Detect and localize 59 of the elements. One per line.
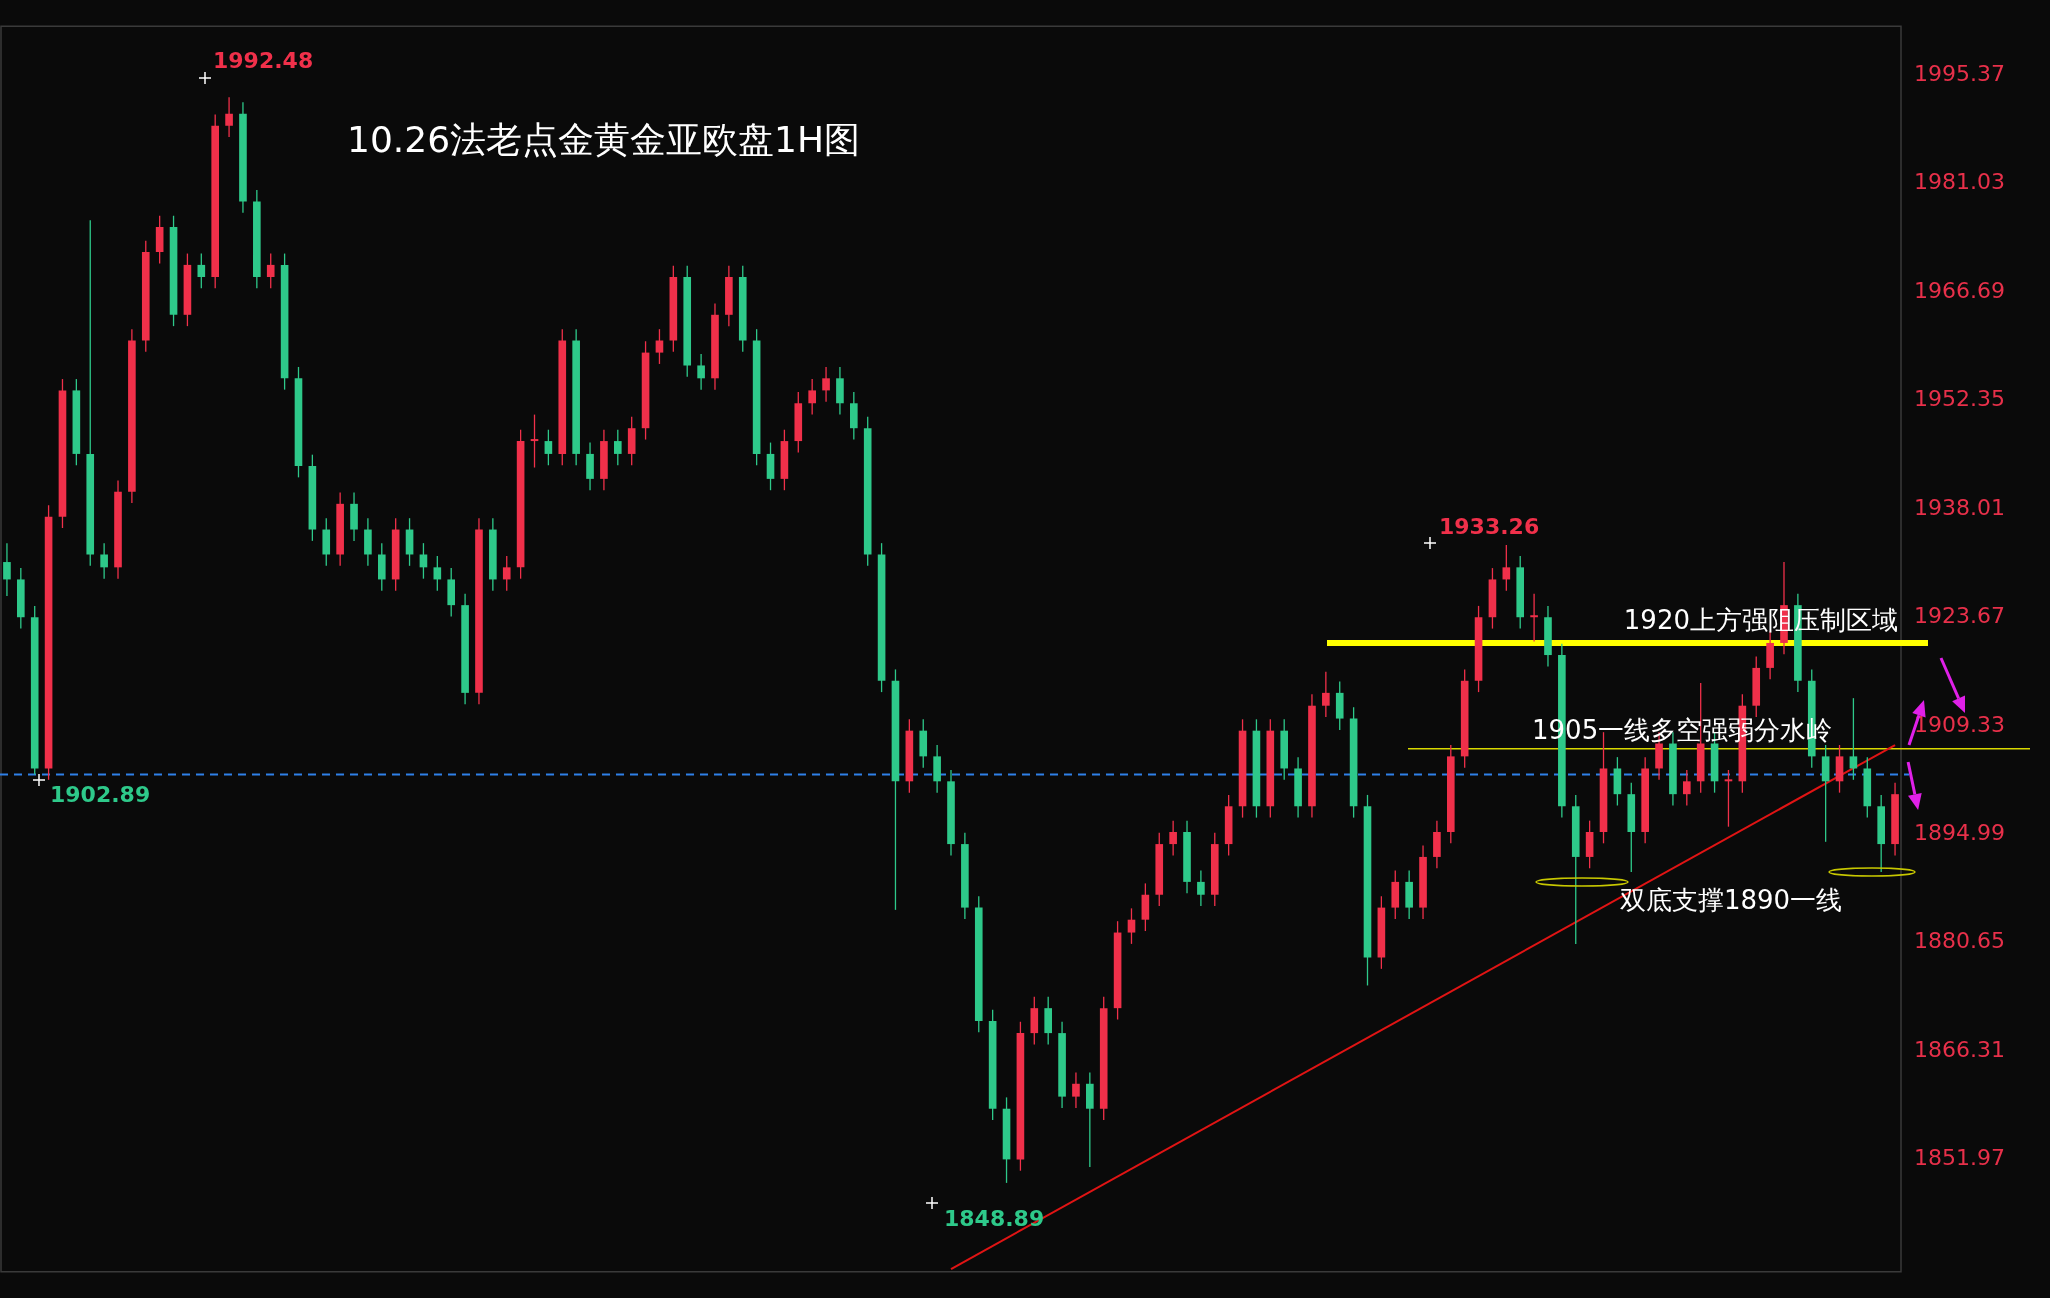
candlestick [850,391,858,441]
candlestick [1210,832,1219,907]
annotation: 1848.89 [944,1205,1045,1231]
candlestick [863,416,872,567]
candlestick [1322,671,1330,718]
candlestick [1752,655,1761,718]
candlestick [266,252,275,289]
y-tick-label: 1909.33 [1914,711,2005,737]
y-tick-label: 1923.67 [1914,603,2005,629]
annotation: 1902.89 [50,781,151,807]
candlestick [613,429,622,466]
y-tick-label: 1880.65 [1914,928,2005,954]
annotation: 1933.26 [1439,513,1540,539]
annotation: 双底支撑1890一线 [1619,884,1843,915]
candlestick [1627,782,1636,873]
candlestick [794,391,803,454]
y-tick-label: 1866.31 [1914,1036,2005,1062]
annotation: 1992.48 [213,47,314,73]
candlestick [1877,794,1885,873]
candlestick [1099,996,1108,1121]
candlestick [30,605,39,776]
candlestick [1571,794,1580,945]
candlestick [253,189,261,289]
candlestick [627,416,636,466]
candlestick [738,265,747,353]
candlestick [808,378,816,416]
candlestick [1030,996,1039,1046]
candlestick [447,567,456,618]
candlestick [572,328,580,466]
candlestick [558,328,567,466]
y-tick-label: 1966.69 [1914,277,2005,303]
y-tick-label: 1952.35 [1914,386,2005,412]
candlestick [1280,718,1289,781]
candlestick [141,240,150,353]
candlestick [974,895,983,1033]
candlestick [502,555,511,592]
y-tick-label: 1981.03 [1914,169,2005,195]
y-tick-label: 1938.01 [1914,494,2005,520]
y-tick-label: 1851.97 [1914,1145,2005,1171]
candlestick [1044,996,1052,1046]
candlestick [1266,718,1275,819]
candlestick [377,542,386,592]
candlestick [1086,1071,1094,1168]
y-tick-label: 1894.99 [1914,820,2005,846]
candlestick [1446,744,1455,844]
candlestick [1335,680,1344,731]
candlestick [1863,756,1872,819]
candlestick [1155,832,1164,907]
candlestick [1516,555,1525,630]
candlestick [197,252,206,289]
candlestick [1641,756,1649,844]
candlestick [86,219,95,567]
candlestick [17,567,25,630]
candlestick [683,265,692,378]
text: 10.26法老点金黄金亚欧盘1H图 [347,118,861,162]
candlestick [1682,769,1691,807]
candlestick [1391,869,1400,920]
y-tick-label: 1995.37 [1914,61,2005,87]
candlestick [211,113,220,289]
